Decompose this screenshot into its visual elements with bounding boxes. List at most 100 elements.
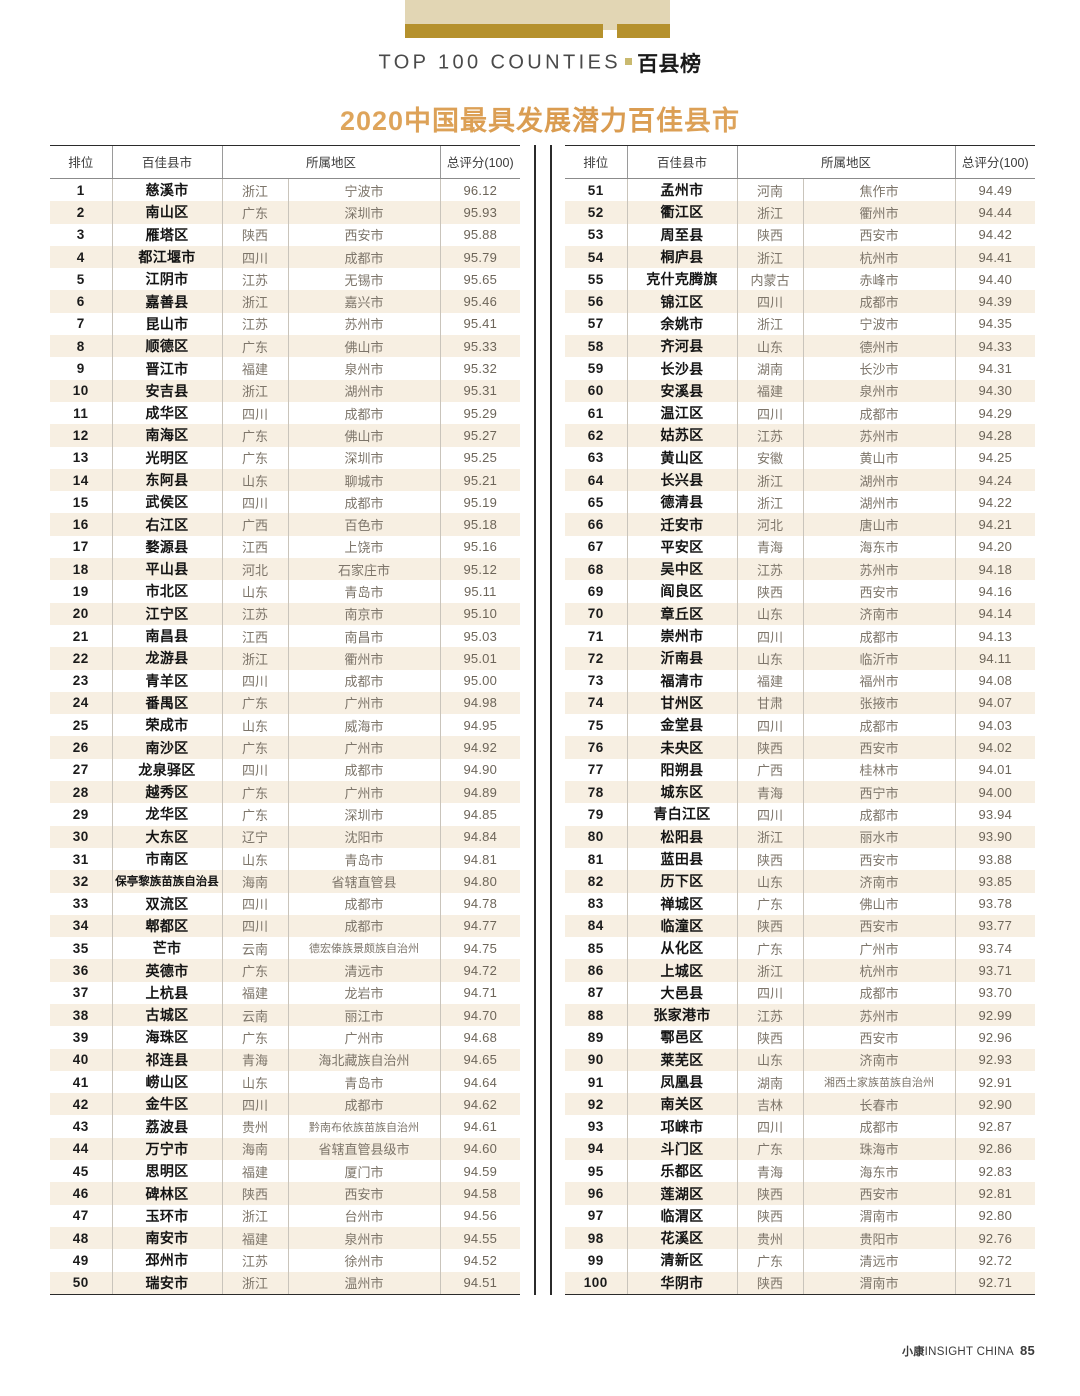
page-footer: 小康INSIGHT CHINA 85 bbox=[902, 1343, 1035, 1359]
table-row: 79 青白江区 四川 成都市 93.94 bbox=[565, 803, 1036, 826]
cell-city: 泉州市 bbox=[287, 1226, 441, 1250]
table-row: 48 南安市 福建 泉州市 94.55 bbox=[50, 1226, 521, 1250]
col-header-score: 总评分(100) bbox=[439, 145, 521, 179]
cell-rank: 78 bbox=[565, 781, 627, 804]
cell-city: 无锡市 bbox=[287, 268, 441, 291]
cell-rank: 51 bbox=[565, 178, 627, 202]
cell-score: 95.25 bbox=[439, 446, 521, 469]
cell-rank: 77 bbox=[565, 758, 627, 782]
cell-county: 城东区 bbox=[626, 781, 737, 804]
cell-province: 四川 bbox=[221, 491, 288, 514]
table-row: 24 番禺区 广东 广州市 94.98 bbox=[50, 691, 521, 715]
cell-city: 衢州市 bbox=[287, 647, 441, 670]
table-row: 27 龙泉驿区 四川 成都市 94.90 bbox=[50, 758, 521, 782]
table-row: 43 荔波县 贵州 黔南布依族苗族自治州 94.61 bbox=[50, 1115, 521, 1138]
cell-county: 芒市 bbox=[111, 937, 222, 960]
cell-score: 92.93 bbox=[954, 1048, 1036, 1071]
cell-city: 佛山市 bbox=[287, 335, 441, 358]
cell-province: 广东 bbox=[221, 691, 288, 715]
col-header-rank: 排位 bbox=[565, 145, 627, 179]
cell-city: 唐山市 bbox=[802, 513, 956, 536]
cell-county: 未央区 bbox=[626, 736, 737, 759]
cell-city: 成都市 bbox=[802, 803, 956, 826]
table-row: 35 芒市 云南 德宏傣族景颇族自治州 94.75 bbox=[50, 937, 521, 960]
cell-city: 佛山市 bbox=[802, 892, 956, 915]
table-row: 75 金堂县 四川 成都市 94.03 bbox=[565, 714, 1036, 737]
cell-city: 西安市 bbox=[802, 847, 956, 871]
cell-city: 南昌市 bbox=[287, 624, 441, 648]
cell-rank: 76 bbox=[565, 736, 627, 759]
cell-county: 南山区 bbox=[111, 201, 222, 224]
cell-province: 浙江 bbox=[221, 647, 288, 670]
cell-score: 94.70 bbox=[439, 1003, 521, 1027]
cell-city: 成都市 bbox=[287, 669, 441, 692]
cell-province: 广东 bbox=[736, 892, 803, 915]
cell-province: 广东 bbox=[736, 1249, 803, 1272]
cell-rank: 32 bbox=[50, 870, 112, 893]
cell-province: 四川 bbox=[736, 290, 803, 313]
cell-score: 94.25 bbox=[954, 446, 1036, 469]
cell-province: 广东 bbox=[221, 781, 288, 804]
cell-province: 海南 bbox=[221, 870, 288, 893]
cell-rank: 20 bbox=[50, 602, 112, 625]
cell-city: 西安市 bbox=[802, 736, 956, 759]
cell-score: 94.77 bbox=[439, 914, 521, 938]
cell-county: 莲湖区 bbox=[626, 1182, 737, 1205]
cell-rank: 88 bbox=[565, 1003, 627, 1027]
table-row: 33 双流区 四川 成都市 94.78 bbox=[50, 892, 521, 915]
table-row: 29 龙华区 广东 深圳市 94.85 bbox=[50, 803, 521, 826]
cell-county: 海珠区 bbox=[111, 1026, 222, 1049]
cell-city: 珠海市 bbox=[802, 1137, 956, 1161]
cell-rank: 70 bbox=[565, 602, 627, 625]
cell-score: 95.79 bbox=[439, 245, 521, 269]
cell-score: 94.35 bbox=[954, 312, 1036, 336]
cell-rank: 94 bbox=[565, 1137, 627, 1161]
cell-city: 广州市 bbox=[287, 736, 441, 759]
cell-city: 百色市 bbox=[287, 513, 441, 536]
cell-score: 94.39 bbox=[954, 290, 1036, 313]
page-title: 2020中国最具发展潜力百佳县市 bbox=[0, 99, 1080, 138]
cell-county: 阎良区 bbox=[626, 580, 737, 603]
cell-rank: 66 bbox=[565, 513, 627, 536]
table-row: 32 保亭黎族苗族自治县 海南 省辖直管县 94.80 bbox=[50, 870, 521, 893]
cell-rank: 39 bbox=[50, 1026, 112, 1049]
cell-city: 上饶市 bbox=[287, 535, 441, 559]
cell-rank: 30 bbox=[50, 825, 112, 848]
col-header-name: 百佳县市 bbox=[111, 145, 222, 179]
cell-score: 95.11 bbox=[439, 580, 521, 603]
cell-rank: 80 bbox=[565, 825, 627, 848]
cell-rank: 71 bbox=[565, 624, 627, 648]
table-row: 36 英德市 广东 清远市 94.72 bbox=[50, 959, 521, 982]
cell-province: 福建 bbox=[736, 379, 803, 402]
cell-city: 南京市 bbox=[287, 602, 441, 625]
cell-city: 济南市 bbox=[802, 1048, 956, 1071]
cell-score: 92.90 bbox=[954, 1093, 1036, 1116]
cell-score: 94.08 bbox=[954, 669, 1036, 692]
cell-city: 黔南布依族苗族自治州 bbox=[287, 1115, 441, 1138]
cell-city: 长沙市 bbox=[802, 357, 956, 380]
cell-score: 92.86 bbox=[954, 1137, 1036, 1161]
cell-score: 92.96 bbox=[954, 1026, 1036, 1049]
cell-county: 沂南县 bbox=[626, 647, 737, 670]
table-row: 23 青羊区 四川 成都市 95.00 bbox=[50, 669, 521, 692]
cell-score: 94.68 bbox=[439, 1026, 521, 1049]
cell-score: 94.22 bbox=[954, 491, 1036, 514]
cell-province: 江苏 bbox=[736, 558, 803, 581]
col-header-score: 总评分(100) bbox=[954, 145, 1036, 179]
cell-province: 浙江 bbox=[736, 491, 803, 514]
cell-city: 西安市 bbox=[287, 1182, 441, 1205]
cell-score: 92.76 bbox=[954, 1226, 1036, 1250]
cell-score: 95.21 bbox=[439, 468, 521, 492]
col-header-region: 所属地区 bbox=[736, 145, 956, 179]
cell-rank: 83 bbox=[565, 892, 627, 915]
cell-county: 从化区 bbox=[626, 937, 737, 960]
cell-score: 94.62 bbox=[439, 1093, 521, 1116]
rankings-table-right: 排位 百佳县市 所属地区 总评分(100) 51 孟州市 河南 焦作市 94.49 52 衢… bbox=[565, 145, 1036, 1295]
cell-city: 青岛市 bbox=[287, 847, 441, 871]
cell-rank: 31 bbox=[50, 847, 112, 871]
cell-rank: 84 bbox=[565, 914, 627, 938]
cell-city: 黄山市 bbox=[802, 446, 956, 469]
cell-province: 浙江 bbox=[221, 1204, 288, 1227]
cell-rank: 58 bbox=[565, 335, 627, 358]
cell-rank: 65 bbox=[565, 491, 627, 514]
